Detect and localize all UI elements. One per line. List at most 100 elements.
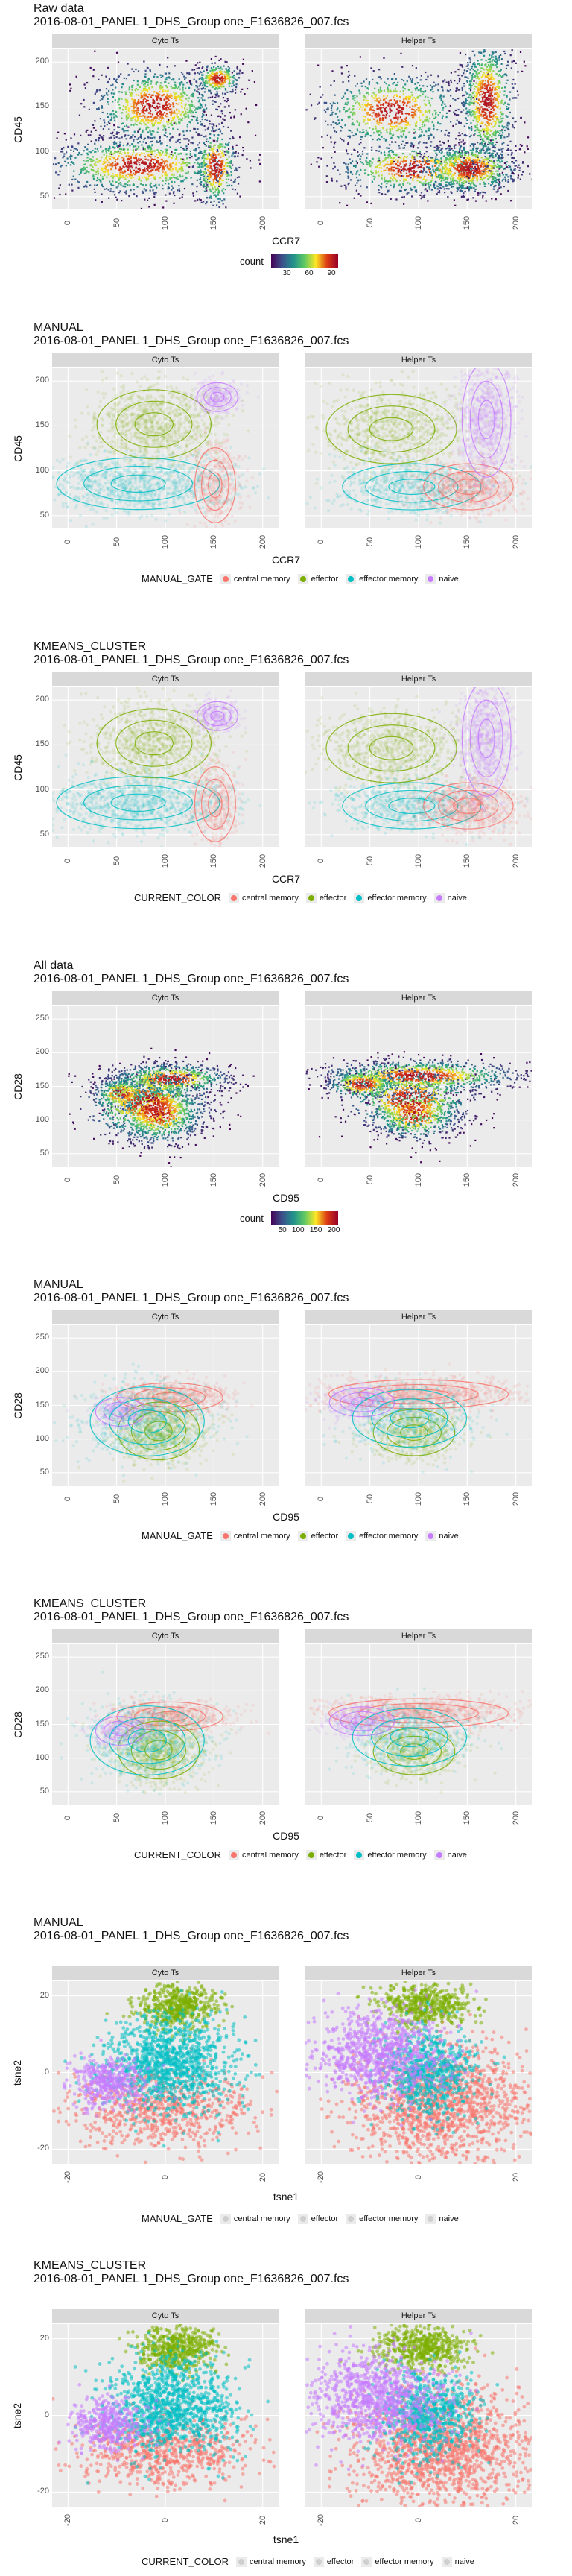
density-bin: [351, 109, 354, 111]
density-bin: [229, 90, 232, 93]
density-bin: [484, 183, 487, 185]
density-bin: [153, 177, 156, 179]
density-bin: [213, 73, 215, 76]
density-bin: [388, 100, 390, 102]
density-bin: [390, 166, 393, 168]
density-bin: [425, 188, 427, 190]
density-bin: [111, 133, 113, 135]
density-bin: [142, 190, 144, 192]
density-bin: [115, 186, 118, 189]
density-bin: [479, 172, 482, 175]
density-bin: [366, 92, 369, 94]
density-bin: [171, 110, 173, 113]
density-bin: [197, 101, 200, 103]
density-bin: [223, 78, 226, 80]
density-bin: [347, 142, 349, 145]
density-bin: [159, 103, 161, 105]
density-bin: [413, 170, 415, 172]
density-bin: [145, 128, 147, 131]
density-bin: [165, 160, 168, 162]
density-bin: [213, 147, 215, 150]
density-bin: [399, 171, 402, 173]
density-bin: [235, 167, 237, 169]
density-bin: [447, 172, 449, 174]
density-bin: [199, 107, 201, 110]
density-bin: [234, 178, 236, 180]
density-bin: [463, 174, 465, 176]
density-bin: [368, 93, 370, 96]
density-bin: [522, 171, 524, 173]
density-bin: [395, 121, 398, 124]
density-bin: [206, 154, 209, 157]
density-bin: [203, 190, 206, 192]
density-bin: [110, 136, 112, 139]
density-bin: [191, 101, 193, 103]
density-bin: [468, 157, 471, 160]
density-bin: [503, 136, 506, 139]
density-bin: [67, 162, 69, 164]
density-bin: [124, 186, 127, 188]
density-bin: [405, 142, 407, 144]
density-bin: [431, 113, 434, 116]
density-bin: [174, 81, 177, 83]
density-bin: [402, 86, 404, 89]
density-bin: [242, 58, 245, 60]
density-bin: [470, 149, 472, 152]
density-bin: [144, 87, 147, 89]
density-bin: [139, 86, 141, 89]
density-bin: [151, 122, 153, 125]
density-bin: [114, 99, 117, 101]
density-bin: [161, 116, 163, 119]
density-bin: [409, 183, 411, 185]
density-bin: [112, 101, 114, 103]
density-bin: [433, 123, 435, 126]
density-bin: [349, 90, 352, 93]
density-bin: [330, 107, 333, 109]
density-bin: [400, 130, 402, 133]
density-bin: [495, 180, 497, 182]
density-bin: [226, 151, 228, 154]
density-bin: [210, 154, 212, 156]
density-bin: [346, 65, 348, 67]
density-bin: [348, 129, 350, 131]
density-bin: [150, 116, 153, 118]
density-bin: [402, 133, 405, 136]
density-bin: [417, 95, 419, 98]
density-bin: [393, 176, 395, 178]
density-bin: [414, 131, 416, 133]
density-bin: [194, 72, 197, 75]
density-bin: [345, 101, 347, 104]
density-bin: [369, 165, 372, 168]
density-bin: [155, 183, 157, 186]
density-bin: [66, 151, 68, 154]
density-bin: [200, 87, 203, 90]
density-bin: [343, 139, 345, 142]
density-bin: [501, 180, 503, 182]
density-bin: [336, 123, 338, 126]
density-bin: [422, 157, 424, 160]
density-bin: [214, 101, 216, 103]
density-bin: [405, 163, 407, 165]
density-bin: [222, 188, 225, 190]
density-bin: [191, 93, 194, 95]
density-bin: [474, 108, 477, 110]
density-bin: [173, 110, 176, 113]
density-bin: [196, 198, 199, 201]
density-bin: [123, 130, 125, 133]
density-bin: [136, 103, 139, 105]
density-bin: [106, 124, 108, 126]
density-bin: [153, 100, 156, 102]
density-bin: [432, 91, 434, 93]
density-bin: [393, 94, 396, 97]
density-bin: [94, 120, 96, 122]
density-bin: [132, 177, 135, 179]
density-bin: [241, 88, 244, 90]
density-bin: [214, 93, 217, 95]
density-bin: [368, 82, 370, 84]
density-bin: [223, 171, 226, 173]
density-bin: [174, 87, 177, 89]
density-bin: [405, 179, 407, 181]
density-bin: [411, 155, 413, 157]
density-bin: [517, 174, 520, 177]
density-bin: [95, 173, 98, 175]
